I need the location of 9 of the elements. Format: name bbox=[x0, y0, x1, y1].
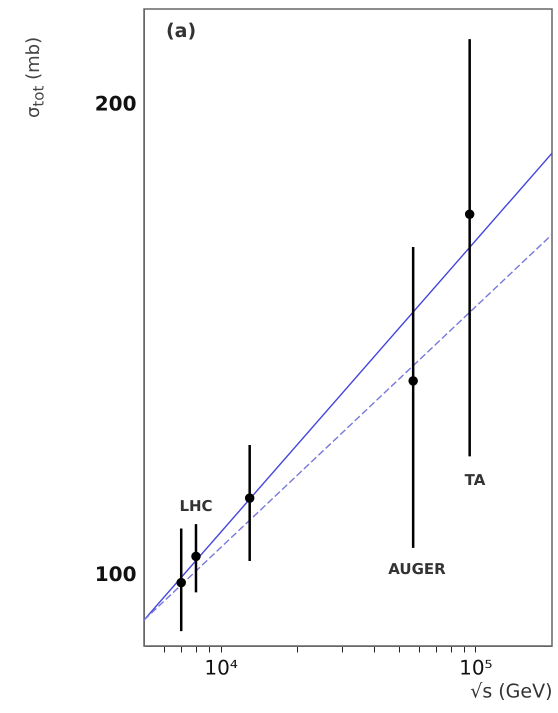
y-tick-label: 100 bbox=[94, 562, 136, 586]
y-tick-label: 200 bbox=[94, 91, 136, 116]
annotation: (a) bbox=[166, 20, 196, 42]
x-tick-label: 10⁴ bbox=[204, 656, 238, 680]
annotation: LHC bbox=[179, 497, 213, 515]
x-axis-title: √s (GeV) bbox=[470, 680, 552, 702]
annotation: AUGER bbox=[388, 560, 446, 578]
x-tick-label: 10⁵ bbox=[459, 656, 493, 680]
annotation: TA bbox=[464, 471, 486, 489]
